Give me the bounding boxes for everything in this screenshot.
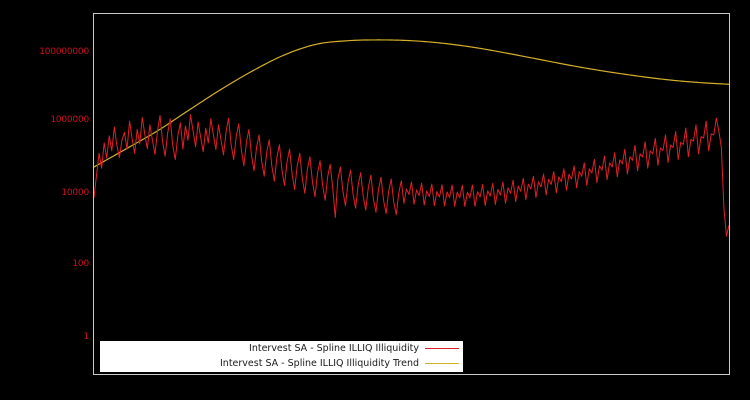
legend-label-trend: Intervest SA - Spline ILLIQ Illiquidity …	[220, 357, 419, 369]
illiquidity-line	[94, 114, 729, 237]
legend-swatch-trend-icon	[425, 363, 459, 364]
plot-area	[93, 13, 730, 375]
y-tick-label: 1000000	[50, 115, 89, 125]
y-tick-label: 100000000	[39, 47, 89, 57]
y-tick-label: 10000	[61, 188, 89, 198]
legend-entry-series: Intervest SA - Spline ILLIQ Illiquidity	[100, 341, 463, 356]
trend-series-group	[94, 39, 729, 168]
legend-entry-trend: Intervest SA - Spline ILLIQ Illiquidity …	[100, 356, 463, 371]
y-tick-label: 100	[72, 259, 89, 269]
y-axis-tick-labels: 100000000 1000000 10000 100 1	[0, 0, 89, 400]
y-tick-label: 1	[83, 332, 89, 342]
legend-label-series: Intervest SA - Spline ILLIQ Illiquidity	[249, 342, 419, 354]
legend-swatch-series-icon	[425, 348, 459, 349]
trend-line	[94, 39, 729, 168]
illiquidity-series-group	[94, 114, 729, 237]
chart-legend: Intervest SA - Spline ILLIQ Illiquidity …	[100, 341, 463, 372]
chart-plot-svg	[94, 39, 729, 237]
